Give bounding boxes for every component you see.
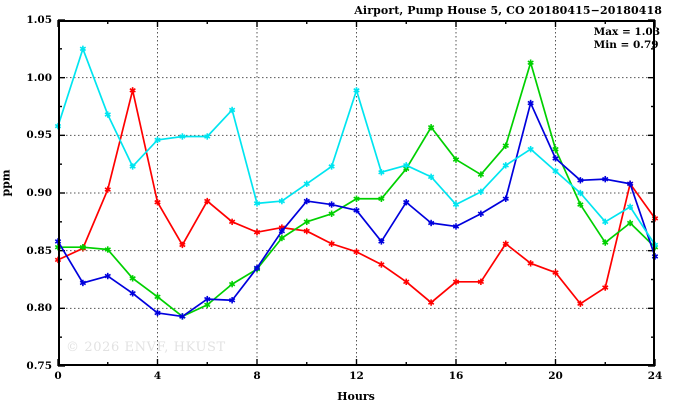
series-canvas [54,19,659,367]
x-tick-label: 0 [54,370,62,382]
series-20180416 [54,59,659,320]
y-tick-label: 0.85 [26,244,52,257]
x-tick-label: 12 [349,370,364,382]
y-axis-tick-labels: 1.05 1.00 0.95 0.90 0.85 0.80 0.75 [0,0,52,409]
y-tick-label: 1.05 [26,14,52,26]
page-title: Airport, Pump House 5, CO 20180415−20180… [354,4,662,17]
watermark: © 2026 ENVF, HKUST [66,340,226,355]
y-tick-label: 1.00 [26,71,52,84]
series-20180418 [54,45,659,249]
plot-area [54,19,659,367]
y-tick-label: 0.75 [26,360,52,372]
x-tick-label: 24 [647,370,663,382]
plot-frame [58,20,655,366]
series-20180415 [54,87,659,307]
x-tick-label: 20 [548,370,563,382]
x-tick-label: 4 [153,370,162,382]
y-tick-label: 0.95 [26,129,52,142]
x-axis-label: Hours [337,390,375,403]
y-tick-label: 0.80 [26,302,52,315]
series-20180417 [54,99,659,320]
x-tick-label: 16 [448,370,464,382]
legend: Max = 1.03 Min = 0.79 [594,26,660,52]
y-tick-label: 0.90 [26,187,52,199]
y-axis-label: ppm [0,169,13,197]
x-tick-label: 8 [253,370,261,382]
legend-max: Max = 1.03 [593,26,660,38]
legend-min: Min = 0.79 [593,39,659,51]
